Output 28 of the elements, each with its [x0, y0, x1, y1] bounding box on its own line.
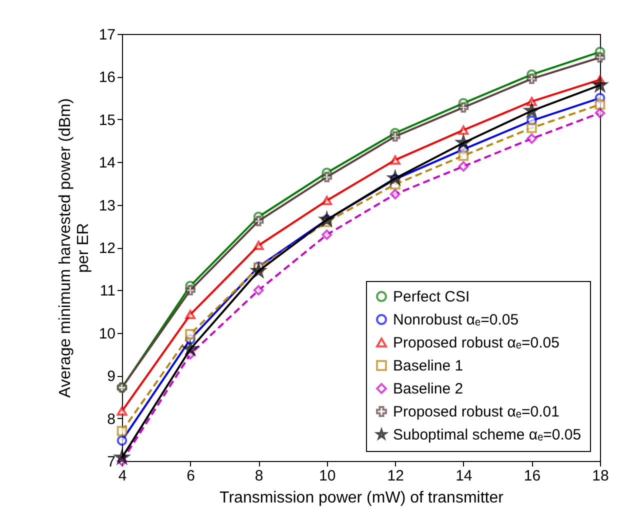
y-tick-label: 11: [100, 282, 116, 300]
y-axis-title: Average minimum harvested power (dBm) per ER: [56, 98, 92, 398]
y-tick-label: 15: [98, 112, 116, 129]
x-tick-label: 8: [254, 468, 264, 484]
legend-label: Proposed robust αₑ=0.01: [393, 404, 560, 420]
x-tick-label: 6: [186, 468, 195, 484]
y-tick-label: 8: [107, 410, 116, 428]
y-tick-label: 10: [98, 325, 116, 342]
y-tick-label: 16: [98, 69, 116, 86]
legend-label: Suboptimal scheme αₑ=0.05: [393, 426, 582, 444]
y-tick-label: 7: [107, 454, 116, 470]
x-tick-label: 14: [456, 468, 472, 484]
y-tick-label: 13: [98, 197, 116, 214]
x-tick-label: 10: [319, 468, 336, 484]
x-axis-title: Transmission power (mW) of transmitter: [220, 490, 504, 506]
y-tick-label: 9: [107, 368, 116, 386]
legend-label: Nonrobust αₑ=0.05: [393, 312, 519, 328]
x-tick-label: 4: [118, 468, 127, 484]
legend-label: Perfect CSI: [393, 288, 470, 306]
y-tick-label: 12: [98, 240, 116, 257]
legend-label: Baseline 2: [393, 380, 464, 398]
legend-label: Baseline 1: [393, 358, 464, 374]
x-tick-label: 18: [592, 468, 609, 484]
legend-label: Proposed robust αₑ=0.05: [393, 334, 560, 352]
y-tick-label: 17: [98, 26, 116, 44]
x-tick-label: 16: [524, 468, 541, 484]
y-tick-label: 14: [98, 154, 116, 172]
x-tick-label: 12: [387, 468, 404, 484]
